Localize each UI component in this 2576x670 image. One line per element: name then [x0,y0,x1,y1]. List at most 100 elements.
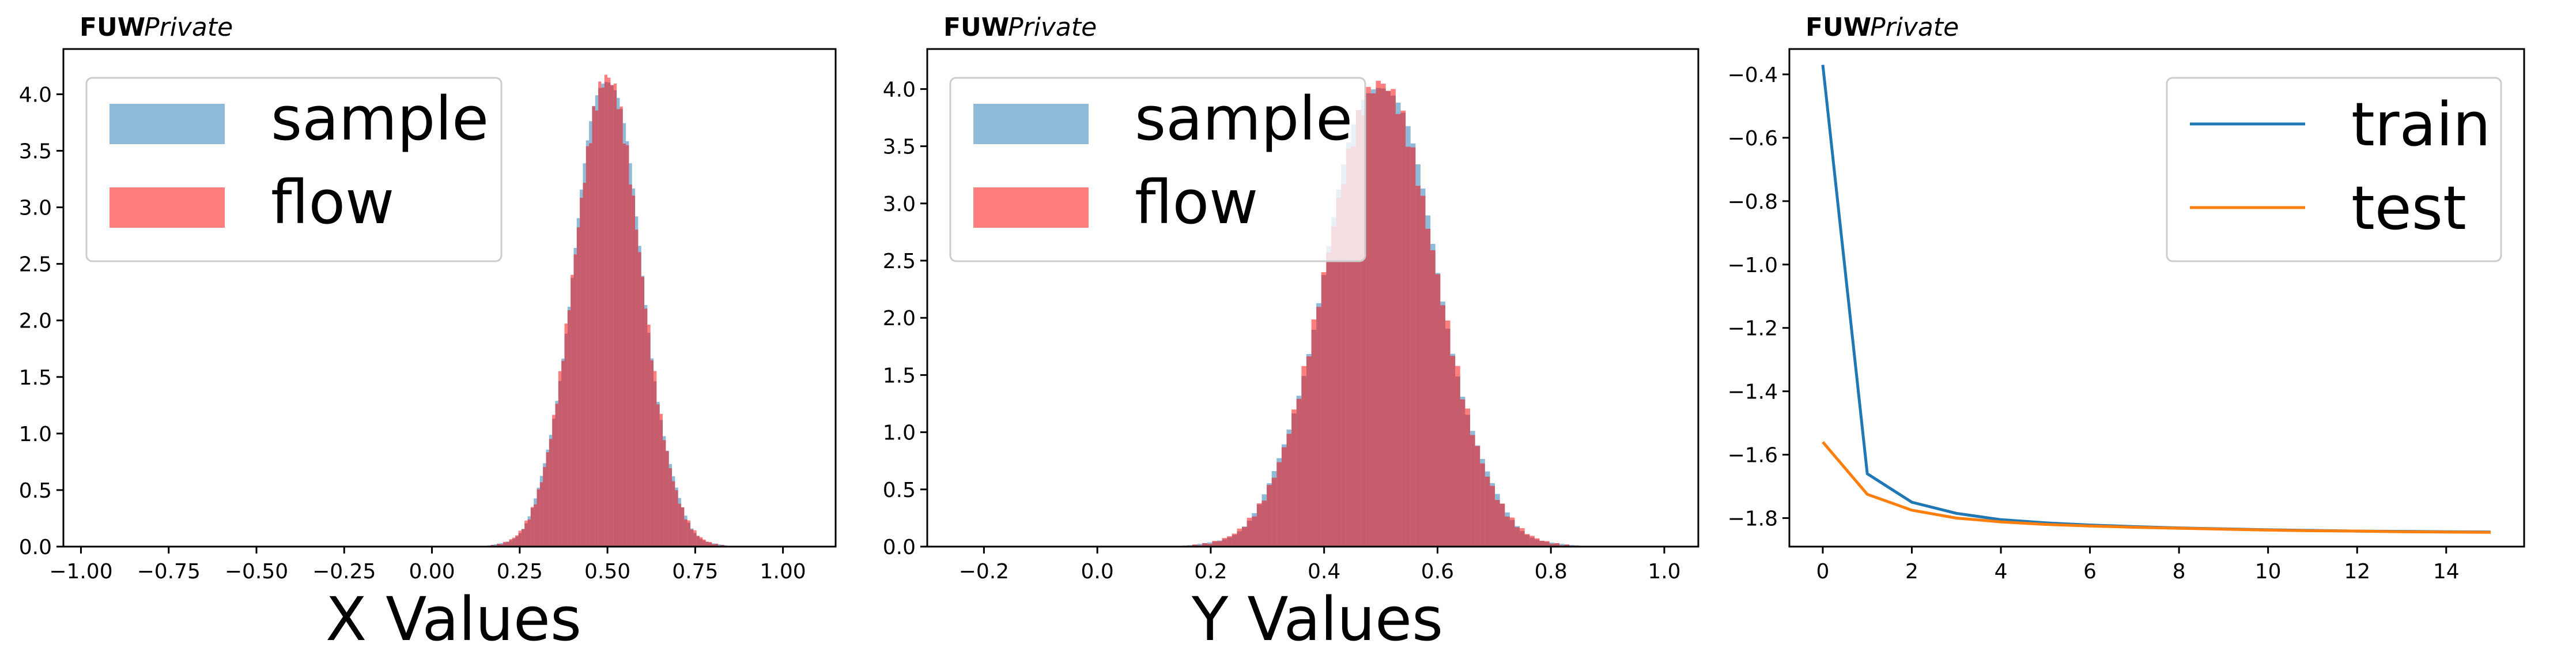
panel-brand: FUW [1806,13,1871,42]
histogram-bar [1232,533,1237,547]
histogram-bar [598,81,602,547]
histogram-bar [1311,319,1317,547]
histogram-bar [515,535,519,547]
legend: train test [2166,77,2502,262]
histogram-bar [702,539,706,547]
y-tick-label: −1.6 [1728,444,1778,468]
histogram-bar [1480,463,1485,547]
histogram-bar [1499,503,1505,547]
histogram-bar [1326,253,1331,547]
y-tick-label: 2.5 [19,253,52,277]
x-tick-label: 1.00 [760,560,806,584]
histogram-bar [613,83,617,547]
histogram-bar [592,106,595,547]
histogram-bar [1267,485,1272,547]
histogram-bar [518,530,522,547]
y-tick-label: 2.0 [19,310,52,333]
legend: sample flow [85,77,503,262]
histogram-bar [1217,541,1222,547]
histogram-bar [1346,148,1351,547]
y-tick-label: 0.5 [19,479,52,503]
y-tick-label: 0.0 [883,536,916,559]
histogram-bar [527,519,531,547]
histogram-bar [1460,399,1465,547]
histogram-bar [500,544,503,547]
x-tick-label: 0.6 [1421,560,1454,584]
histogram-bar [1520,528,1525,547]
y-tick-label: 3.0 [19,197,52,220]
histogram-bar [1376,81,1381,547]
histogram-bar [1242,526,1247,547]
histogram-bar [1564,544,1570,547]
histogram-bar [681,507,685,547]
histogram-bar [1475,446,1480,547]
histogram-bar [1261,500,1267,547]
histogram-bar [524,520,528,547]
histogram-bar [1331,226,1336,547]
histogram-bar [1237,528,1242,547]
histogram-bar [1554,543,1559,547]
y-tick-label: 2.0 [883,307,916,330]
histogram-bar [1281,447,1287,547]
histogram-bar [705,541,709,547]
y-tick-label: 3.5 [19,140,52,164]
histogram-bar [647,325,651,547]
histogram-bar [1529,536,1535,547]
histogram-bar [650,360,654,547]
histogram-bar [1286,434,1292,547]
y-tick-label: 1.5 [19,366,52,390]
histogram-bar [1271,477,1277,547]
histogram-bar [539,482,543,547]
histogram-bar [1440,305,1445,547]
y-tick-label: 0.0 [19,536,52,559]
y-tick-label: −1.0 [1728,254,1778,277]
y-tick-label: 3.0 [883,193,916,216]
legend-label-test: test [2351,173,2467,243]
histogram-bar [626,145,629,547]
histogram-bar [1361,115,1366,547]
histogram-bar [1395,114,1401,547]
histogram-bar [503,541,507,547]
histogram-bar [717,544,722,547]
series-line-test [1822,441,2491,534]
histogram-bar [1296,398,1302,547]
y-tick-label: 4.0 [19,83,52,107]
x-tick-label: 6 [2083,560,2097,584]
y-tick-label: 2.5 [883,250,916,273]
histogram-bar [708,541,712,547]
panel-brand: FUW [80,13,145,42]
histogram-bar [1514,527,1520,547]
histogram-bar [509,539,512,547]
histogram-bar [586,146,590,547]
plot-area: sample flow [949,77,1580,547]
histogram-bar [1425,228,1431,547]
histogram-bar [1470,435,1475,547]
histogram-bar [1415,186,1421,547]
histogram-bar [1465,408,1471,547]
histogram-bar [573,254,577,547]
x-tick-label: −0.75 [137,560,201,584]
histogram-bar [1524,534,1530,547]
x-tick-label: 12 [2344,560,2370,584]
histogram-bar [712,544,715,547]
legend: sample flow [949,77,1366,262]
legend-label-train: train [2351,89,2491,160]
legend-label-sample: sample [271,84,489,154]
histogram-bar [543,467,546,547]
histogram-bar [580,197,583,547]
series-flow [484,74,731,547]
y-tick-label: 0.5 [883,479,916,502]
histogram-bar [610,85,614,547]
histogram-bar [1391,89,1396,547]
histogram-bar [567,310,571,547]
y-tick-label: 3.5 [883,135,916,159]
plot-area: sample flow [85,74,731,547]
histogram-bar [1341,184,1346,547]
x-tick-label: 0.25 [497,560,543,584]
y-tick-label: 1.5 [883,364,916,387]
x-tick-label: 4 [1995,560,2008,584]
histogram-bar [699,537,703,547]
histogram-bar [506,541,509,547]
histogram-bar [546,452,549,547]
